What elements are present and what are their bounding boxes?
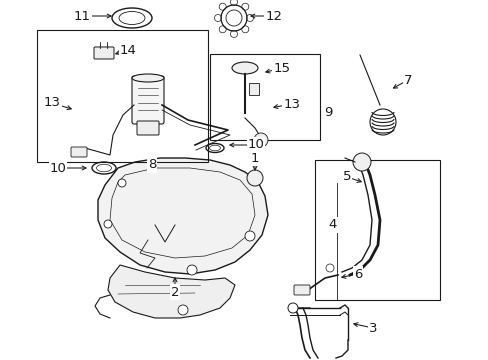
Circle shape [325, 264, 333, 272]
Text: 8: 8 [147, 158, 156, 171]
Text: 2: 2 [170, 285, 179, 298]
Bar [314, 160, 439, 300]
FancyBboxPatch shape [293, 285, 309, 295]
FancyBboxPatch shape [137, 121, 159, 135]
Text: 9: 9 [323, 105, 331, 118]
Polygon shape [98, 158, 267, 274]
Bar [209, 54, 319, 140]
FancyBboxPatch shape [71, 147, 87, 157]
Circle shape [352, 153, 370, 171]
Circle shape [104, 220, 112, 228]
Text: 1: 1 [250, 152, 259, 165]
Text: 4: 4 [328, 219, 337, 231]
Text: 5: 5 [342, 171, 350, 184]
Text: 7: 7 [403, 73, 411, 86]
FancyBboxPatch shape [132, 76, 163, 124]
Text: 10: 10 [49, 162, 66, 175]
Ellipse shape [132, 74, 163, 82]
Text: 14: 14 [120, 44, 136, 57]
Text: 13: 13 [283, 98, 300, 111]
Text: 10: 10 [247, 139, 264, 152]
Text: 11: 11 [73, 9, 90, 22]
Text: 3: 3 [368, 321, 376, 334]
Ellipse shape [231, 62, 258, 74]
Polygon shape [108, 265, 235, 318]
Text: 13: 13 [43, 96, 61, 109]
Text: 15: 15 [273, 62, 290, 75]
Circle shape [244, 231, 254, 241]
Circle shape [118, 179, 126, 187]
Text: 12: 12 [265, 9, 282, 22]
Circle shape [186, 265, 197, 275]
Circle shape [178, 305, 187, 315]
Circle shape [287, 303, 297, 313]
Text: 6: 6 [353, 267, 362, 280]
FancyBboxPatch shape [94, 47, 114, 59]
Bar [37, 30, 207, 162]
Circle shape [246, 170, 263, 186]
Circle shape [253, 133, 267, 147]
Bar [248, 83, 259, 95]
